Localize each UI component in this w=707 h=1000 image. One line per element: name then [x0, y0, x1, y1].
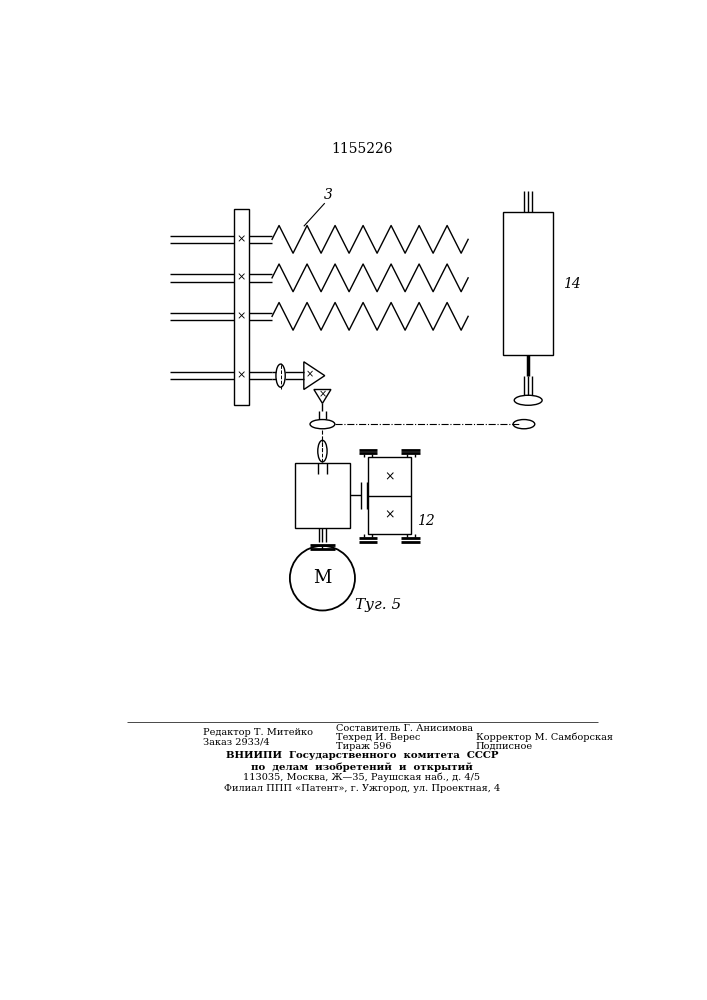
Text: ×: ×: [237, 311, 246, 321]
Text: ВНИИПИ  Государственного  комитета  СССР: ВНИИПИ Государственного комитета СССР: [226, 751, 498, 760]
Text: Техред И. Верес: Техред И. Верес: [337, 733, 421, 742]
Text: ×: ×: [318, 389, 327, 399]
Text: Τуг. 5: Τуг. 5: [355, 598, 402, 612]
Bar: [503, 212, 554, 355]
Bar: [296, 463, 349, 528]
Ellipse shape: [513, 420, 534, 429]
Text: 3: 3: [325, 188, 333, 202]
Text: Редактор Т. Митейко: Редактор Т. Митейко: [203, 728, 313, 737]
Ellipse shape: [310, 420, 335, 429]
Text: Составитель Г. Анисимова: Составитель Г. Анисимова: [337, 724, 474, 733]
Text: Подписное: Подписное: [476, 742, 533, 751]
Text: ×: ×: [384, 509, 395, 522]
Text: по  делам  изобретений  и  открытий: по делам изобретений и открытий: [251, 762, 473, 772]
Text: Заказ 2933/4: Заказ 2933/4: [203, 738, 269, 747]
Text: ×: ×: [305, 369, 313, 379]
Ellipse shape: [317, 440, 327, 462]
Text: ×: ×: [237, 371, 246, 381]
Ellipse shape: [514, 395, 542, 405]
Ellipse shape: [276, 364, 285, 387]
Text: Филиал ППП «Патент», г. Ужгород, ул. Проектная, 4: Филиал ППП «Патент», г. Ужгород, ул. Про…: [224, 784, 500, 793]
Text: ×: ×: [237, 273, 246, 283]
Polygon shape: [304, 362, 325, 389]
Text: 12: 12: [417, 514, 435, 528]
Text: 113035, Москва, Ж—35, Раушская наб., д. 4/5: 113035, Москва, Ж—35, Раушская наб., д. …: [243, 773, 481, 782]
Text: 1155226: 1155226: [331, 142, 392, 156]
Text: Корректор М. Самборская: Корректор М. Самборская: [476, 733, 613, 742]
Text: ×: ×: [384, 470, 395, 483]
Text: 14: 14: [563, 277, 580, 291]
Bar: [368, 457, 411, 534]
Ellipse shape: [290, 546, 355, 610]
Bar: [234, 209, 249, 405]
Polygon shape: [314, 389, 331, 403]
Text: Тираж 596: Тираж 596: [337, 742, 392, 751]
Text: ×: ×: [237, 234, 246, 244]
Text: M: M: [313, 569, 332, 587]
